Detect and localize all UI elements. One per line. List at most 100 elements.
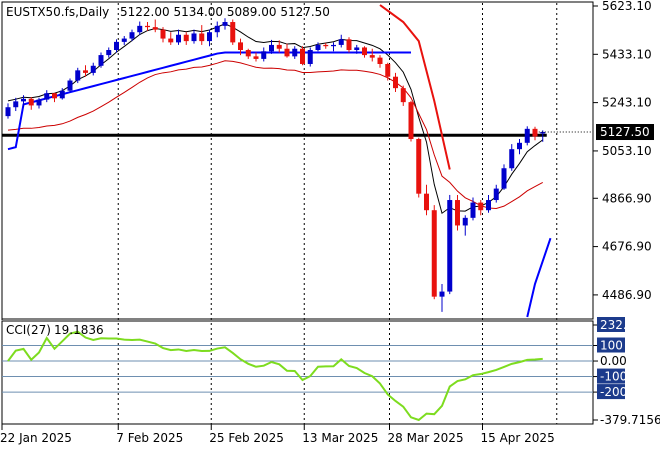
candle-body — [253, 56, 259, 59]
lower-band-line — [7, 51, 411, 151]
date-label: 22 Jan 2025 — [0, 431, 72, 445]
candle-body — [284, 48, 290, 57]
cci-level-box — [597, 337, 625, 353]
price-panel: 5623.10 5433.10 5243.10 5053.10 4866.90 4676.… — [1, 0, 654, 424]
candle-body — [416, 139, 422, 194]
candle-body — [470, 202, 476, 218]
candle-body — [532, 128, 538, 137]
candle-body — [478, 202, 484, 211]
date-axis: 22 Jan 2025 7 Feb 2025 25 Feb 2025 13 Mar 2… — [0, 424, 555, 445]
price-panel-frame — [1, 1, 594, 320]
candle-body — [377, 57, 383, 64]
candle-body — [354, 47, 360, 51]
candle-body — [129, 32, 135, 39]
candle-body — [152, 27, 158, 30]
price-tick-label: 4486.90 — [602, 288, 652, 302]
candle-body — [408, 102, 414, 140]
candle-body — [52, 93, 57, 99]
candle-body — [5, 107, 11, 117]
candle-body — [307, 50, 313, 64]
candle-body — [315, 44, 321, 51]
candle-body — [21, 98, 26, 102]
current-price-box — [596, 124, 654, 141]
candle-body — [214, 25, 220, 33]
date-label: 15 Apr 2025 — [481, 431, 555, 445]
price-tick-label: 5053.10 — [602, 144, 652, 158]
candle-body — [292, 48, 298, 57]
date-label: 28 Mar 2025 — [388, 431, 464, 445]
cci-panel-frame — [1, 320, 594, 425]
candle-body — [230, 22, 236, 43]
candle-body — [346, 39, 352, 51]
candle-body — [323, 44, 329, 47]
price-axis: 5623.10 5433.10 5243.10 5053.10 4866.90 4676.… — [538, 0, 654, 302]
cci-level-label: 0.00 — [600, 354, 627, 368]
candle-body — [269, 44, 274, 52]
cci-level-label: 232.0291 — [600, 318, 657, 332]
cci-level-label: -200 — [600, 385, 627, 399]
candle-body — [83, 70, 88, 73]
candle-body — [36, 99, 42, 106]
date-label: 7 Feb 2025 — [116, 431, 183, 445]
candle-body — [176, 34, 181, 43]
candle-body — [431, 210, 437, 297]
candle-body — [400, 88, 406, 103]
slow-average-line — [7, 60, 543, 209]
price-tick-label: 4676.90 — [602, 240, 652, 254]
fast-average-line — [7, 23, 544, 215]
candle-body — [90, 65, 96, 73]
candle-body — [385, 63, 391, 77]
candle-body — [493, 188, 499, 201]
cci-level-label: 100 — [600, 339, 623, 353]
candle-body — [13, 101, 19, 108]
candle-body — [509, 149, 515, 169]
cci-level-box — [597, 384, 625, 400]
date-label: 13 Mar 2025 — [302, 431, 378, 445]
candle-body — [59, 90, 65, 99]
candles — [5, 18, 546, 312]
candle-body — [393, 76, 398, 89]
candle-body — [114, 41, 119, 51]
candle-body — [455, 200, 460, 226]
candle-body — [501, 168, 507, 189]
candle-body — [75, 70, 81, 81]
lower-band-line — [526, 237, 552, 318]
cci-series-line — [7, 330, 543, 422]
candle-body — [362, 47, 367, 56]
candle-body — [199, 33, 205, 42]
cci-label: CCI(27) — [6, 323, 51, 337]
candle-body — [424, 193, 429, 211]
candle-body — [447, 200, 453, 292]
price-tick-label: 5243.10 — [602, 96, 652, 110]
cci-level-label: -379.7156 — [600, 413, 660, 427]
chart-title: EUSTX50.fs,Daily — [6, 5, 109, 19]
candle-body — [67, 80, 73, 91]
ohlc-values: 5122.00 5134.00 5089.00 5127.50 — [120, 5, 330, 19]
candle-body — [207, 32, 212, 42]
candle-body — [245, 50, 251, 57]
candle-body — [160, 29, 166, 39]
candle-body — [238, 42, 243, 51]
candle-body — [106, 50, 112, 56]
candle-body — [137, 25, 143, 33]
price-tick-label: 5623.10 — [602, 0, 652, 13]
candle-body — [98, 55, 104, 66]
candle-body — [524, 128, 530, 143]
envelope-lines — [7, 4, 552, 318]
cci-value: 19.1836 — [54, 323, 104, 337]
candle-body — [145, 25, 150, 28]
candle-body — [44, 93, 50, 100]
candle-body — [369, 55, 375, 58]
cci-level-label: -100 — [600, 370, 627, 384]
candle-body — [28, 98, 34, 106]
candle-body — [191, 33, 197, 42]
current-price-label: 5127.50 — [600, 125, 650, 139]
candle-body — [168, 38, 174, 43]
candle-body — [439, 291, 445, 297]
candle-body — [222, 22, 228, 26]
candle-body — [486, 200, 491, 211]
upper-band-line — [379, 4, 451, 170]
